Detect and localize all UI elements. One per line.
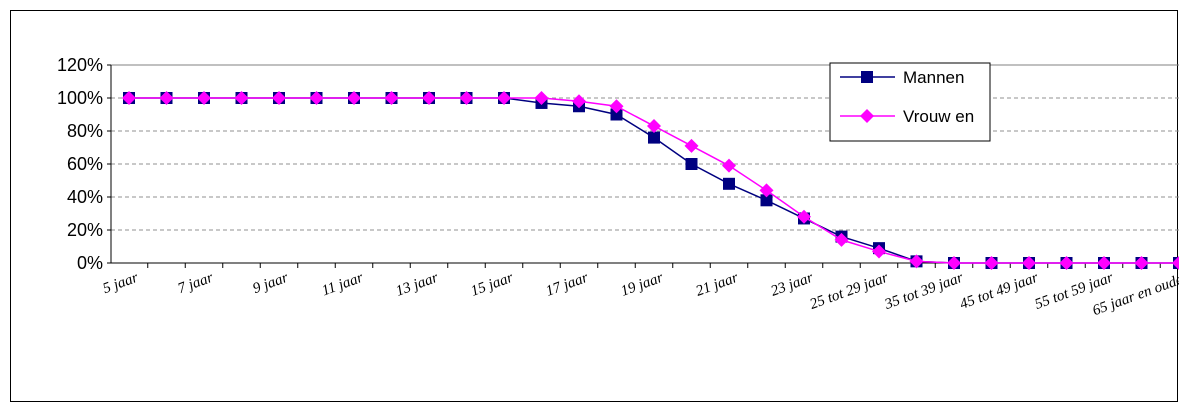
- chart-frame: 0% 20% 40% 60% 80% 100% 120% 5 jaar 7 jaar 9 jaa…: [10, 10, 1179, 402]
- x-tick-label: 35 tot 39 jaar: [882, 270, 966, 314]
- data-point-vrouwen: [459, 91, 474, 105]
- x-tick-label: 25 tot 29 jaar: [808, 270, 891, 313]
- y-tick-label: 60%: [67, 154, 103, 174]
- x-tick-label: 11 jaar: [320, 270, 366, 300]
- gridlines: [111, 64, 1179, 231]
- axes: [107, 64, 1179, 268]
- x-tick-label: 23 jaar: [769, 270, 816, 300]
- data-point-vrouwen: [684, 138, 699, 153]
- data-point-mannen: [723, 177, 735, 190]
- y-tick-label: 120%: [57, 55, 103, 75]
- x-tick-label: 45 tot 49 jaar: [958, 270, 1041, 313]
- x-tick-label: 7 jaar: [176, 270, 216, 297]
- y-tick-label: 80%: [67, 121, 103, 141]
- x-axis-tick-labels: 5 jaar 7 jaar 9 jaar 11 jaar 13 jaar 15 jaar 1…: [101, 270, 1179, 319]
- x-tick-label: 21 jaar: [694, 270, 741, 300]
- x-tick-label: 15 jaar: [469, 270, 516, 300]
- x-tick-label: 13 jaar: [394, 270, 441, 300]
- legend: Mannen Vrouw en: [829, 62, 991, 142]
- data-point-vrouwen: [534, 91, 549, 105]
- data-point-vrouwen: [159, 91, 174, 105]
- data-point-vrouwen: [1134, 256, 1149, 270]
- data-point-vrouwen: [947, 256, 961, 270]
- data-point-vrouwen: [647, 119, 661, 134]
- line-chart: 0% 20% 40% 60% 80% 100% 120% 5 jaar 7 jaar 9 jaa…: [57, 55, 1179, 319]
- series-group: [122, 91, 1179, 270]
- data-point-vrouwen: [609, 99, 624, 114]
- data-point-mannen: [685, 158, 698, 170]
- data-point-vrouwen: [797, 209, 811, 224]
- data-point-vrouwen: [759, 183, 774, 198]
- data-point-vrouwen: [347, 91, 361, 105]
- x-tick-label: 5 jaar: [101, 270, 141, 297]
- y-tick-label: 20%: [67, 220, 103, 240]
- y-axis-tick-labels: 0% 20% 40% 60% 80% 100% 120%: [57, 55, 103, 273]
- data-point-mannen: [648, 131, 660, 144]
- x-tick-label: 9 jaar: [251, 270, 291, 297]
- legend-marker-mannen: [861, 71, 873, 83]
- legend-label-mannen: Mannen: [903, 68, 964, 87]
- data-point-vrouwen: [1022, 256, 1036, 270]
- legend-label-vrouwen: Vrouw en: [903, 107, 974, 126]
- data-point-vrouwen: [984, 256, 999, 270]
- y-tick-label: 0%: [77, 253, 103, 273]
- data-point-vrouwen: [272, 91, 286, 105]
- data-point-vrouwen: [309, 91, 324, 105]
- data-point-vrouwen: [834, 232, 849, 247]
- data-point-mannen: [610, 108, 623, 121]
- data-point-vrouwen: [497, 91, 511, 105]
- data-point-vrouwen: [122, 91, 136, 105]
- data-point-vrouwen: [1172, 256, 1179, 270]
- y-tick-label: 100%: [57, 88, 103, 108]
- data-point-vrouwen: [384, 91, 399, 105]
- legend-marker-vrouwen: [860, 109, 874, 123]
- data-point-vrouwen: [1059, 256, 1074, 270]
- data-point-vrouwen: [1097, 256, 1111, 270]
- x-tick-label: 17 jaar: [544, 270, 591, 300]
- data-point-vrouwen: [572, 94, 586, 109]
- y-tick-label: 40%: [67, 187, 103, 207]
- x-tick-label: 19 jaar: [619, 270, 666, 300]
- data-point-vrouwen: [422, 91, 436, 105]
- data-point-vrouwen: [909, 254, 924, 269]
- data-point-mannen: [760, 194, 773, 207]
- data-point-vrouwen: [234, 91, 249, 105]
- data-point-vrouwen: [197, 91, 211, 105]
- data-point-vrouwen: [872, 244, 886, 259]
- data-point-vrouwen: [722, 158, 736, 173]
- legend-box: [829, 62, 991, 142]
